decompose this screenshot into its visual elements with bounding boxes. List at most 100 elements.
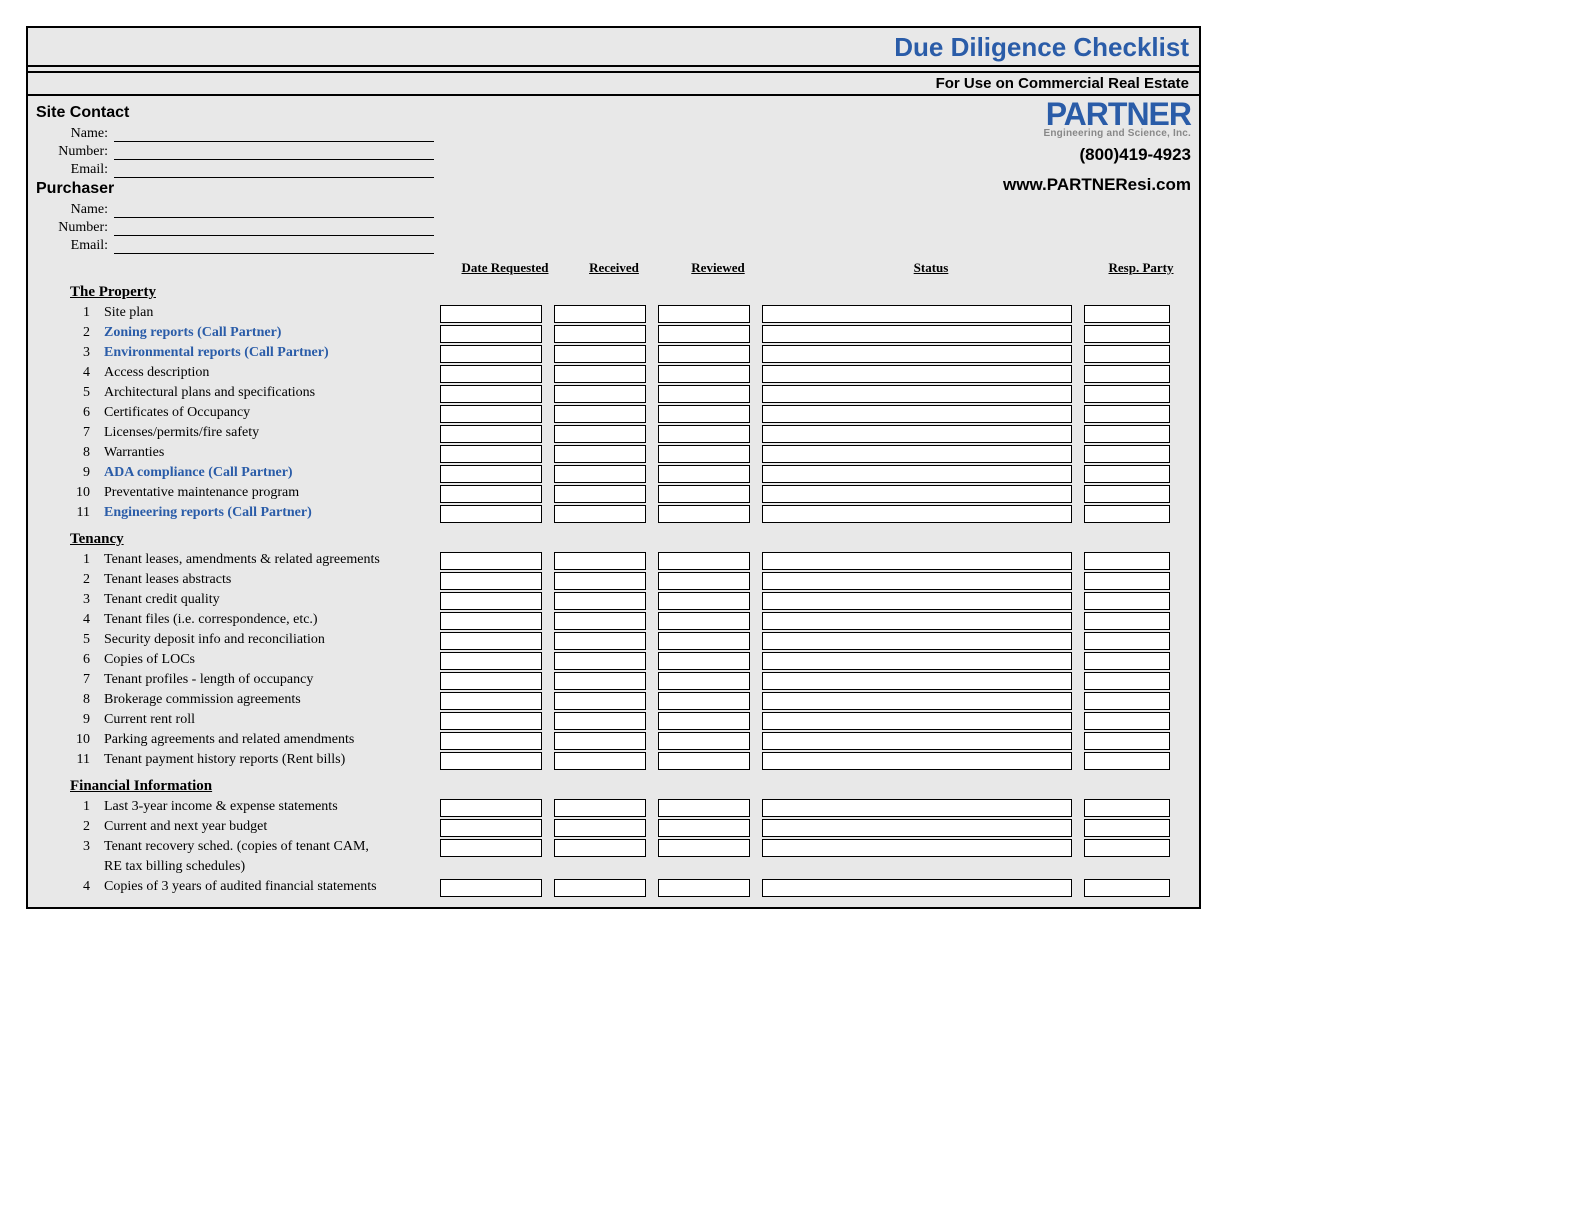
input-cell[interactable] bbox=[658, 325, 750, 343]
input-cell[interactable] bbox=[762, 405, 1072, 423]
input-cell[interactable] bbox=[554, 592, 646, 610]
input-cell[interactable] bbox=[1084, 712, 1170, 730]
input-cell[interactable] bbox=[762, 752, 1072, 770]
input-cell[interactable] bbox=[1084, 305, 1170, 323]
input-cell[interactable] bbox=[440, 819, 542, 837]
input-cell[interactable] bbox=[440, 572, 542, 590]
input-cell[interactable] bbox=[554, 732, 646, 750]
input-cell[interactable] bbox=[440, 485, 542, 503]
input-cell[interactable] bbox=[1084, 572, 1170, 590]
input-cell[interactable] bbox=[1084, 445, 1170, 463]
input-cell[interactable] bbox=[1084, 325, 1170, 343]
input-cell[interactable] bbox=[1084, 425, 1170, 443]
input-cell[interactable] bbox=[1084, 612, 1170, 630]
input-cell[interactable] bbox=[658, 405, 750, 423]
input-cell[interactable] bbox=[658, 425, 750, 443]
input-cell[interactable] bbox=[440, 305, 542, 323]
input-cell[interactable] bbox=[658, 445, 750, 463]
input-cell[interactable] bbox=[440, 405, 542, 423]
input-cell[interactable] bbox=[762, 672, 1072, 690]
input-cell[interactable] bbox=[658, 465, 750, 483]
input-cell[interactable] bbox=[554, 465, 646, 483]
input-cell[interactable] bbox=[554, 879, 646, 897]
input-cell[interactable] bbox=[658, 632, 750, 650]
input-cell[interactable] bbox=[1084, 652, 1170, 670]
input-cell[interactable] bbox=[1084, 552, 1170, 570]
input-cell[interactable] bbox=[440, 732, 542, 750]
input-cell[interactable] bbox=[762, 325, 1072, 343]
input-cell[interactable] bbox=[1084, 799, 1170, 817]
input-cell[interactable] bbox=[554, 839, 646, 857]
item-label-link[interactable]: Zoning reports (Call Partner) bbox=[104, 324, 440, 342]
input-cell[interactable] bbox=[440, 799, 542, 817]
input-cell[interactable] bbox=[554, 345, 646, 363]
input-cell[interactable] bbox=[554, 365, 646, 383]
input-cell[interactable] bbox=[762, 385, 1072, 403]
input-cell[interactable] bbox=[762, 592, 1072, 610]
input-cell[interactable] bbox=[762, 819, 1072, 837]
input-cell[interactable] bbox=[1084, 592, 1170, 610]
input-cell[interactable] bbox=[1084, 752, 1170, 770]
input-cell[interactable] bbox=[440, 365, 542, 383]
item-label-link[interactable]: Environmental reports (Call Partner) bbox=[104, 344, 440, 362]
input-cell[interactable] bbox=[440, 692, 542, 710]
input-cell[interactable] bbox=[440, 385, 542, 403]
contact-input-line[interactable] bbox=[114, 202, 434, 218]
input-cell[interactable] bbox=[1084, 385, 1170, 403]
input-cell[interactable] bbox=[658, 652, 750, 670]
input-cell[interactable] bbox=[440, 425, 542, 443]
contact-input-line[interactable] bbox=[114, 220, 434, 236]
input-cell[interactable] bbox=[440, 345, 542, 363]
input-cell[interactable] bbox=[762, 712, 1072, 730]
input-cell[interactable] bbox=[1084, 692, 1170, 710]
input-cell[interactable] bbox=[554, 612, 646, 630]
input-cell[interactable] bbox=[1084, 819, 1170, 837]
input-cell[interactable] bbox=[1084, 465, 1170, 483]
input-cell[interactable] bbox=[440, 445, 542, 463]
input-cell[interactable] bbox=[658, 672, 750, 690]
input-cell[interactable] bbox=[762, 305, 1072, 323]
input-cell[interactable] bbox=[762, 425, 1072, 443]
input-cell[interactable] bbox=[762, 445, 1072, 463]
item-label-link[interactable]: Engineering reports (Call Partner) bbox=[104, 504, 440, 522]
input-cell[interactable] bbox=[762, 572, 1072, 590]
input-cell[interactable] bbox=[554, 385, 646, 403]
item-label-link[interactable]: ADA compliance (Call Partner) bbox=[104, 464, 440, 482]
input-cell[interactable] bbox=[762, 799, 1072, 817]
input-cell[interactable] bbox=[658, 365, 750, 383]
input-cell[interactable] bbox=[658, 612, 750, 630]
input-cell[interactable] bbox=[554, 632, 646, 650]
input-cell[interactable] bbox=[1084, 485, 1170, 503]
input-cell[interactable] bbox=[440, 672, 542, 690]
contact-input-line[interactable] bbox=[114, 162, 434, 178]
input-cell[interactable] bbox=[554, 505, 646, 523]
contact-input-line[interactable] bbox=[114, 238, 434, 254]
input-cell[interactable] bbox=[1084, 365, 1170, 383]
input-cell[interactable] bbox=[658, 345, 750, 363]
input-cell[interactable] bbox=[440, 712, 542, 730]
input-cell[interactable] bbox=[762, 612, 1072, 630]
input-cell[interactable] bbox=[554, 799, 646, 817]
input-cell[interactable] bbox=[440, 839, 542, 857]
input-cell[interactable] bbox=[762, 485, 1072, 503]
contact-input-line[interactable] bbox=[114, 126, 434, 142]
input-cell[interactable] bbox=[440, 879, 542, 897]
input-cell[interactable] bbox=[658, 305, 750, 323]
input-cell[interactable] bbox=[554, 305, 646, 323]
input-cell[interactable] bbox=[554, 712, 646, 730]
input-cell[interactable] bbox=[762, 552, 1072, 570]
input-cell[interactable] bbox=[658, 839, 750, 857]
input-cell[interactable] bbox=[440, 632, 542, 650]
input-cell[interactable] bbox=[658, 799, 750, 817]
input-cell[interactable] bbox=[658, 572, 750, 590]
input-cell[interactable] bbox=[658, 485, 750, 503]
input-cell[interactable] bbox=[1084, 839, 1170, 857]
input-cell[interactable] bbox=[762, 652, 1072, 670]
input-cell[interactable] bbox=[762, 345, 1072, 363]
input-cell[interactable] bbox=[554, 692, 646, 710]
input-cell[interactable] bbox=[658, 712, 750, 730]
input-cell[interactable] bbox=[658, 385, 750, 403]
input-cell[interactable] bbox=[762, 365, 1072, 383]
input-cell[interactable] bbox=[440, 752, 542, 770]
input-cell[interactable] bbox=[658, 505, 750, 523]
